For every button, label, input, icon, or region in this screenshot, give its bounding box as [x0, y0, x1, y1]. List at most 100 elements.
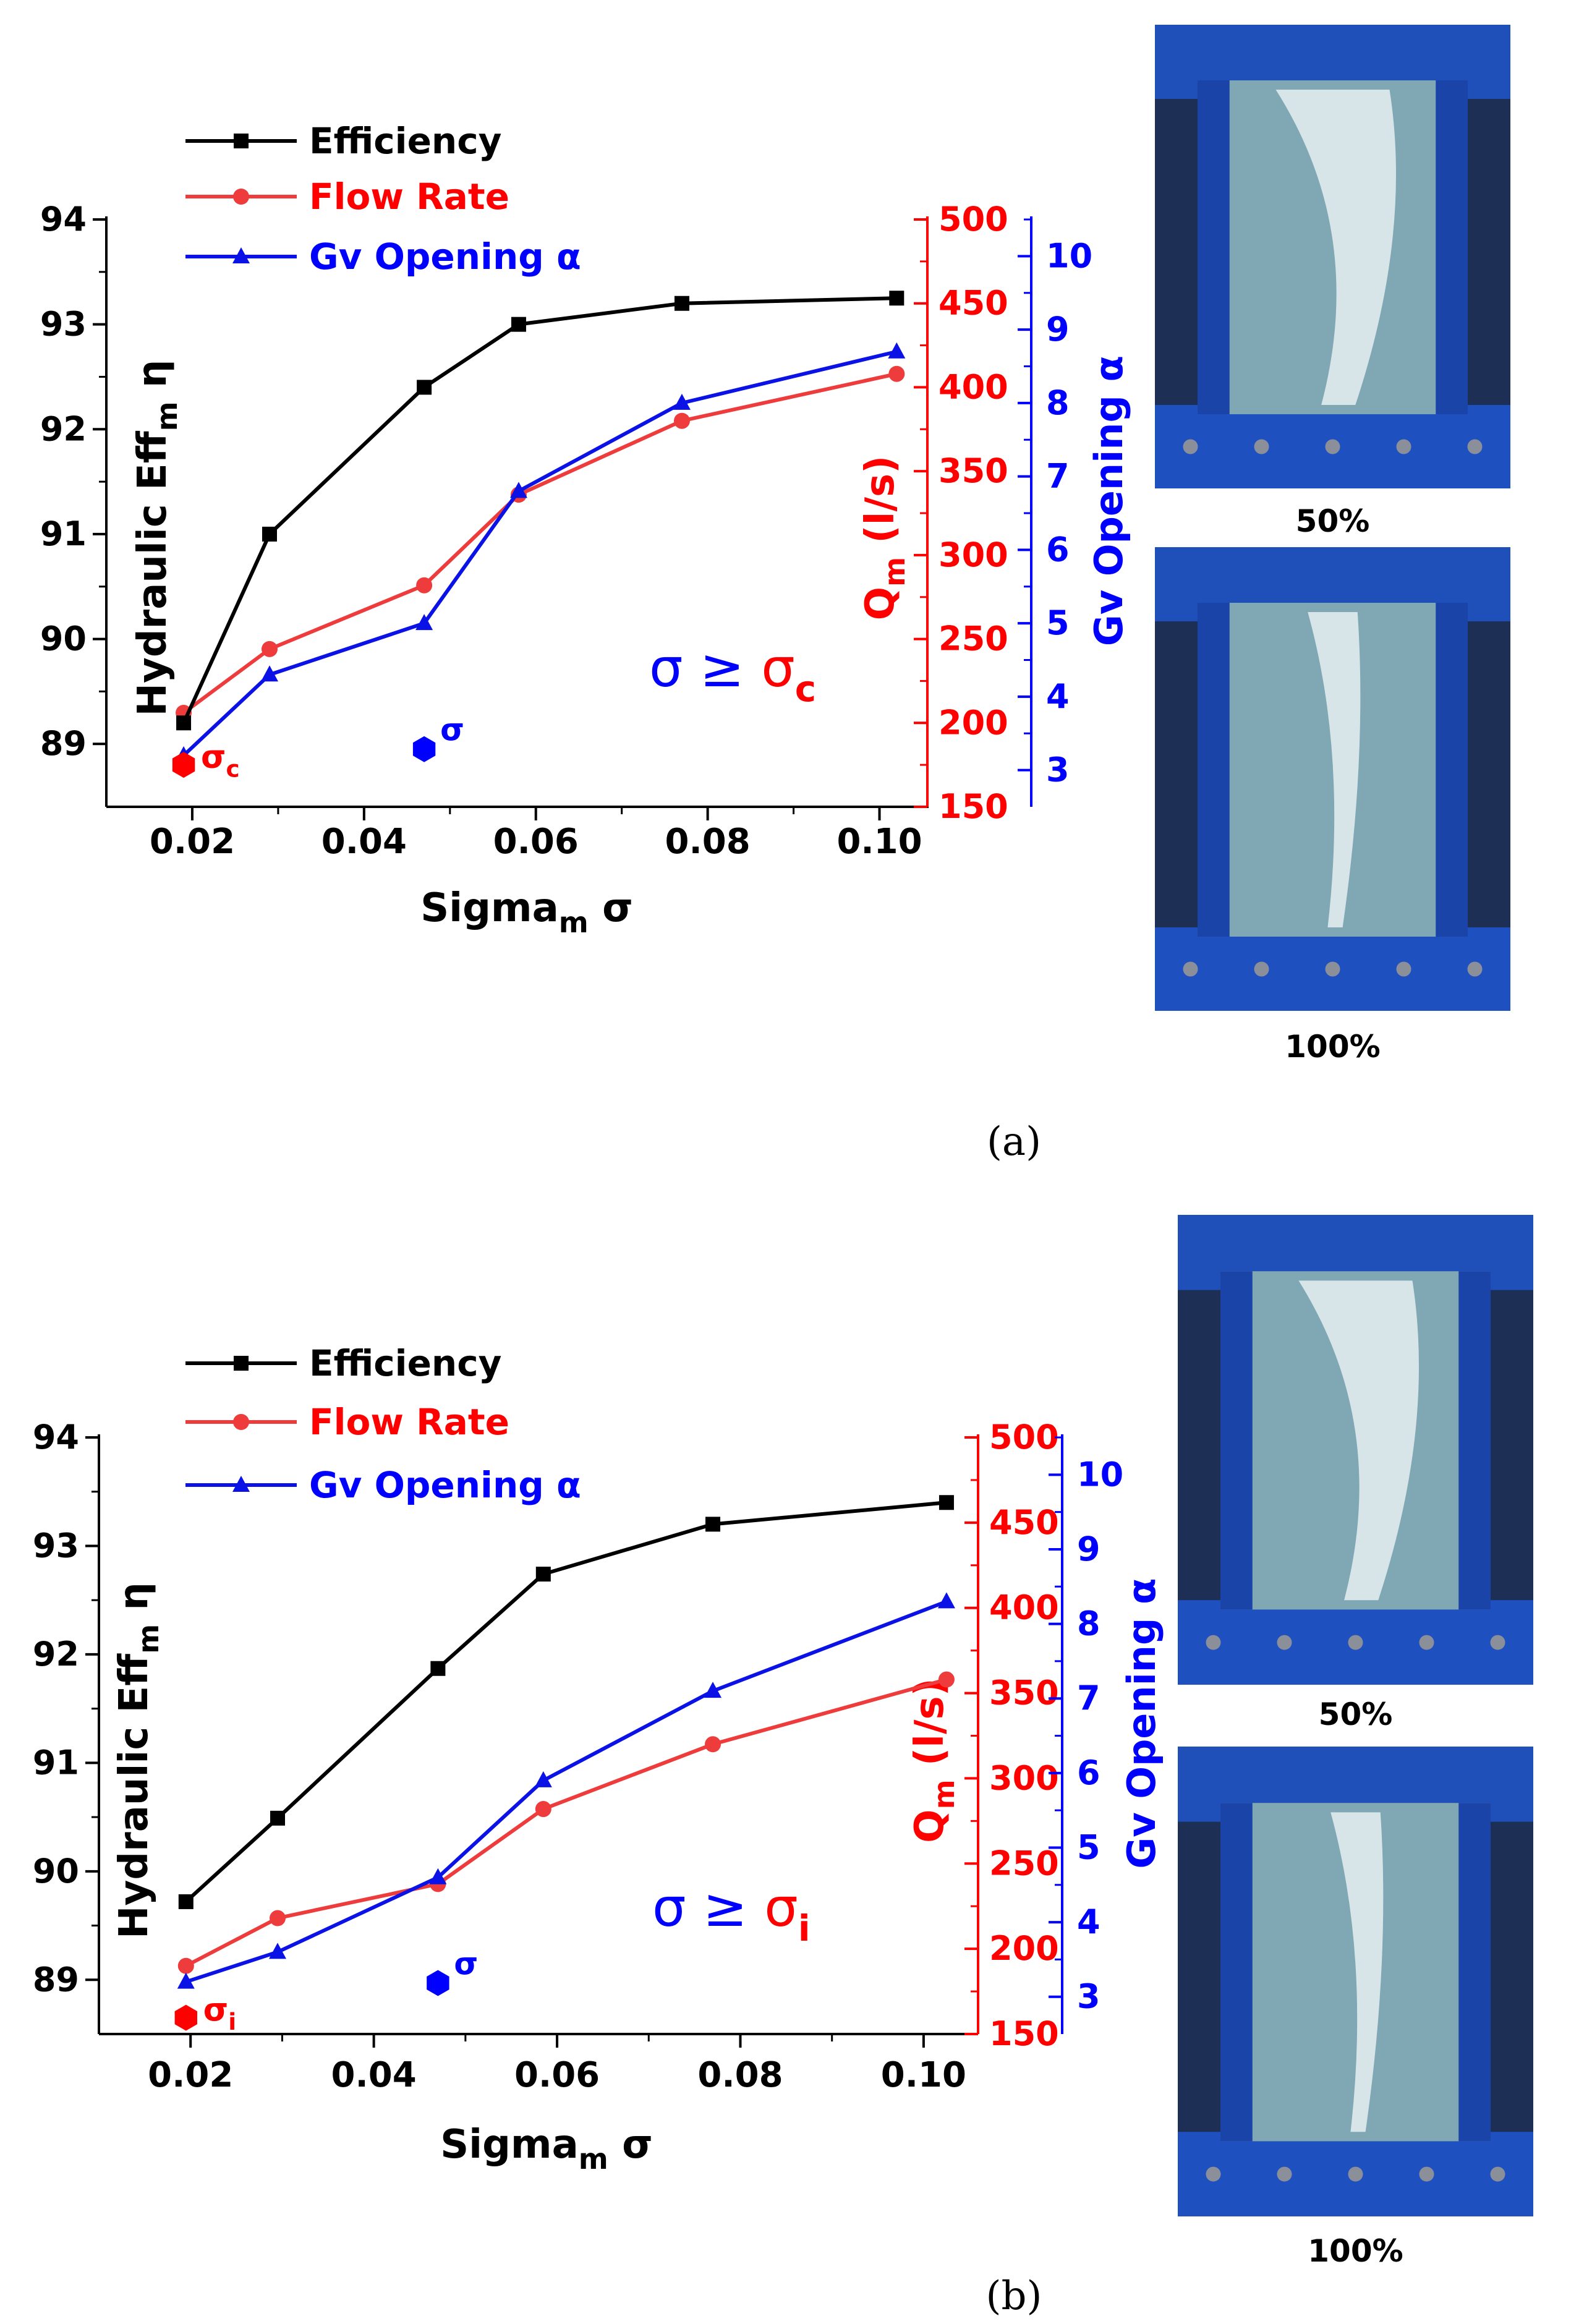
- y-flow-tick-label: 250: [939, 619, 1008, 658]
- flange-bolt: [1206, 2166, 1221, 2182]
- gv-opening-point: [704, 1682, 722, 1698]
- y-flow-axis-title-main: Q: [858, 587, 903, 620]
- y-left-tick-label: 90: [33, 1852, 79, 1891]
- efficiency-point: [178, 1894, 194, 1909]
- sigma-c-label-sub: c: [226, 756, 240, 783]
- condition-right-sub: i: [798, 1907, 811, 1949]
- sigma-marker: [412, 736, 436, 762]
- photo-label: 100%: [1285, 1029, 1380, 1065]
- legend-efficiency-label: Efficiency: [309, 1342, 501, 1384]
- x-tick-label: 0.04: [321, 822, 407, 862]
- y-gv-axis-title-main: Gv Opening α: [1086, 355, 1131, 646]
- condition-left: σ ≥: [652, 1877, 764, 1939]
- y-flow-axis-title: Qm (l/s): [858, 456, 911, 621]
- efficiency-point: [430, 1661, 446, 1676]
- y-left-axis-title-suffix: η: [130, 360, 176, 402]
- photo-label: 50%: [1296, 503, 1370, 539]
- flange-bolt: [1467, 961, 1483, 977]
- gv-opening-point: [888, 342, 906, 359]
- x-tick-label: 0.10: [836, 822, 922, 862]
- legend-flow-rate-swatch-marker: [233, 1414, 249, 1430]
- sigma-c-label-main: σ: [201, 739, 226, 776]
- sigma-marker: [427, 1970, 449, 1996]
- flange-bolt: [1254, 961, 1269, 977]
- legend-efficiency-swatch-marker: [234, 134, 249, 148]
- flow-rate-point: [938, 1671, 955, 1688]
- efficiency-point: [176, 715, 192, 731]
- flow-rate-point: [705, 1736, 722, 1753]
- y-flow-tick-label: 150: [989, 2014, 1059, 2053]
- vortex-rope: [1308, 612, 1361, 927]
- y-flow-tick-label: 400: [989, 1588, 1059, 1627]
- flow-rate-point: [416, 577, 433, 594]
- y-gv-axis-title-main: Gv Opening α: [1119, 1578, 1164, 1868]
- x-tick-label: 0.08: [697, 2055, 783, 2095]
- x-tick-label: 0.06: [493, 822, 579, 862]
- y-gv-tick-label: 5: [1077, 1828, 1100, 1866]
- efficiency-point: [939, 1495, 954, 1510]
- panel-caption: (b): [986, 2273, 1042, 2319]
- condition-right-sub: c: [795, 668, 816, 710]
- y-left-tick-label: 93: [33, 1526, 79, 1565]
- efficiency-point: [705, 1517, 721, 1532]
- left-support-bar: [1220, 1271, 1253, 1610]
- gv-opening-point: [177, 1972, 195, 1989]
- y-gv-tick-label: 3: [1046, 751, 1070, 790]
- flange-bolt: [1396, 961, 1411, 977]
- efficiency-line: [182, 296, 897, 724]
- flange-bolt: [1206, 1635, 1221, 1650]
- flow-rate-point: [262, 641, 278, 657]
- y-gv-tick-label: 7: [1046, 457, 1070, 496]
- condition-left: σ ≥: [649, 637, 761, 699]
- legend-gv-opening-label: Gv Opening α: [309, 1464, 581, 1506]
- y-left-axis-title: Hydraulic Effm η: [111, 1582, 165, 1939]
- flange-bolt: [1277, 2166, 1292, 2182]
- flow-rate-line: [182, 372, 897, 715]
- efficiency-point: [889, 291, 905, 306]
- flange-bolt: [1467, 439, 1483, 454]
- x-axis-title: Sigmam σ: [440, 2122, 653, 2176]
- y-gv-axis-title: Gv Opening α: [1086, 355, 1131, 646]
- y-flow-tick-label: 350: [989, 1674, 1059, 1713]
- left-support-bar: [1198, 603, 1230, 937]
- right-support-bar: [1458, 1803, 1491, 2142]
- legend-gv-opening-swatch-marker: [232, 247, 250, 263]
- gv-opening-point: [415, 614, 433, 631]
- y-gv-tick-label: 6: [1046, 530, 1070, 569]
- right-support-bar: [1436, 603, 1468, 937]
- left-support-bar: [1198, 80, 1230, 414]
- efficiency-point: [674, 296, 689, 311]
- flange-bolt: [1348, 1635, 1363, 1650]
- flow-rate-point: [177, 1957, 194, 1974]
- y-gv-tick-label: 10: [1046, 236, 1092, 275]
- flow-rate-point: [270, 1910, 286, 1926]
- gv-opening-point: [509, 482, 527, 498]
- sigma-c-label-main: σ: [203, 1992, 229, 2029]
- x-axis-title-sub: m: [579, 2142, 608, 2176]
- y-flow-axis-title-suffix: (l/s): [858, 456, 903, 557]
- y-gv-tick-label: 3: [1077, 1977, 1100, 2016]
- y-flow-axis-title-sub: m: [927, 1779, 961, 1809]
- y-left-axis-title-suffix: η: [111, 1582, 157, 1624]
- flow-rate-line: [185, 1677, 947, 1968]
- gv-opening-line: [185, 1599, 948, 1984]
- y-flow-axis-title-sub: m: [878, 557, 911, 587]
- legend-flow-rate-swatch-marker: [233, 189, 249, 205]
- photo-50: 50%: [1178, 1215, 1533, 1732]
- legend-gv-opening-swatch-marker: [232, 1476, 250, 1492]
- legend-efficiency-swatch-marker: [234, 1356, 249, 1371]
- y-flow-axis-title-suffix: (l/s): [907, 1678, 953, 1779]
- y-left-tick-label: 89: [33, 1960, 79, 1999]
- x-tick-label: 0.02: [148, 2055, 233, 2095]
- y-flow-tick-label: 200: [939, 703, 1008, 742]
- gv-opening-point: [673, 393, 691, 410]
- y-gv-tick-label: 4: [1077, 1902, 1100, 1941]
- y-left-tick-label: 93: [40, 305, 87, 344]
- y-flow-tick-label: 250: [989, 1844, 1059, 1883]
- x-axis-title-main: Sigma: [440, 2122, 579, 2168]
- y-flow-tick-label: 400: [939, 367, 1008, 406]
- y-left-tick-label: 89: [40, 724, 87, 763]
- y-gv-tick-label: 6: [1077, 1753, 1100, 1792]
